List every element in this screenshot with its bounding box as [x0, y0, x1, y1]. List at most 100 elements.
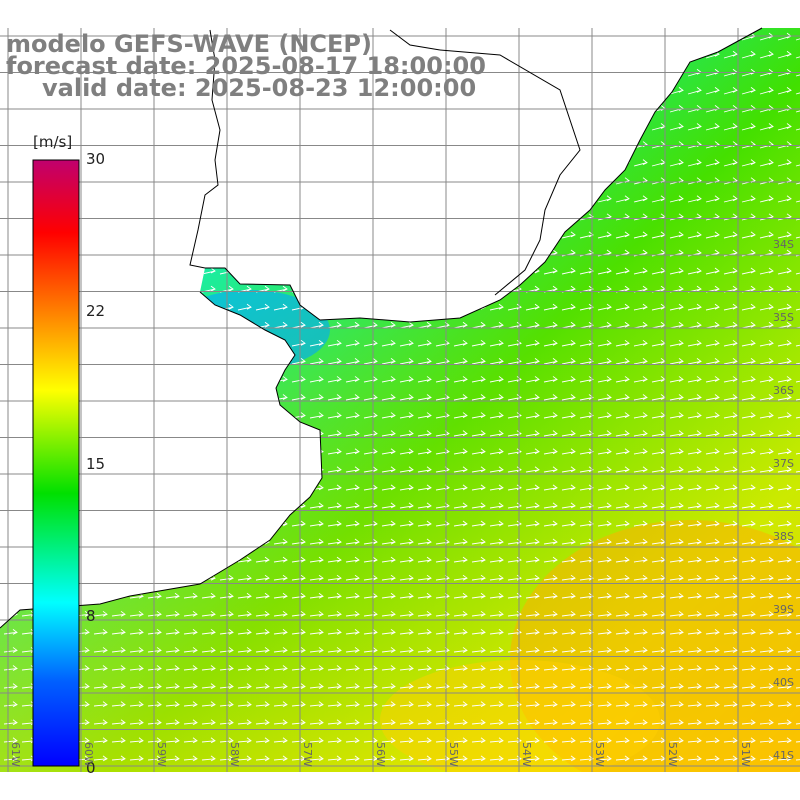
wind-arrow — [345, 629, 360, 635]
lat-label: 34S — [773, 238, 794, 251]
wind-arrow — [759, 466, 774, 473]
wind-arrow — [345, 303, 360, 311]
wind-arrow — [705, 123, 720, 131]
wind-arrow — [705, 484, 720, 491]
wind-arrow — [183, 376, 198, 383]
wind-arrow — [201, 629, 216, 635]
wind-arrow — [489, 159, 504, 167]
wind-arrow — [723, 574, 738, 581]
wind-arrow — [417, 629, 432, 635]
wind-arrow — [615, 556, 630, 563]
wind-arrow — [93, 195, 108, 203]
wind-arrow — [543, 267, 558, 275]
wind-arrow — [669, 683, 684, 689]
wind-arrow — [687, 556, 702, 563]
wind-arrow — [579, 159, 594, 167]
wind-arrow — [255, 358, 270, 365]
wind-arrow — [579, 32, 594, 41]
wind-arrow — [543, 466, 558, 473]
wind-arrow — [525, 358, 540, 365]
wind-arrow — [129, 520, 144, 527]
wind-arrow — [183, 303, 198, 311]
wind-arrow — [201, 665, 216, 671]
wind-arrow — [759, 430, 774, 437]
wind-arrow — [309, 665, 324, 671]
wind-arrow — [759, 719, 774, 726]
wind-arrow — [759, 629, 774, 635]
wind-arrow — [309, 574, 324, 581]
wind-arrow — [795, 484, 800, 491]
wind-arrow — [3, 556, 18, 563]
forecast-date: forecast date: 2025-08-17 18:00:00 — [6, 52, 486, 80]
wind-arrow — [579, 520, 594, 527]
wind-arrow — [93, 321, 108, 329]
wind-arrow — [633, 32, 648, 41]
wind-arrow — [597, 32, 612, 41]
wind-arrow — [165, 177, 180, 185]
wind-arrow — [471, 719, 486, 726]
wind-arrow — [777, 484, 792, 491]
lat-lon-grid — [0, 28, 800, 772]
wind-arrow — [453, 376, 468, 383]
wind-arrow — [795, 231, 800, 239]
wind-arrow — [201, 502, 216, 509]
wind-arrow — [183, 448, 198, 455]
lon-label: 58W — [228, 742, 241, 767]
wind-arrow — [759, 665, 774, 671]
wind-arrow — [741, 159, 756, 167]
wind-arrow — [417, 520, 432, 527]
wind-arrow — [273, 484, 288, 491]
wind-arrow — [489, 647, 504, 653]
wind-arrow — [273, 412, 288, 419]
wind-arrow — [723, 610, 738, 617]
wind-arrow — [795, 701, 800, 708]
wind-arrow — [3, 231, 18, 239]
wind-arrow — [237, 394, 252, 401]
wind-arrow — [399, 358, 414, 365]
wind-arrow — [525, 430, 540, 437]
wind-arrow — [129, 394, 144, 401]
wind-arrow — [633, 339, 648, 347]
wind-arrow — [309, 502, 324, 509]
wind-arrow — [579, 719, 594, 726]
wind-arrow — [363, 665, 378, 671]
wind-arrow — [795, 466, 800, 473]
wind-arrow — [597, 683, 612, 689]
wind-arrow — [777, 339, 792, 347]
wind-arrow — [543, 430, 558, 437]
wind-arrow — [489, 358, 504, 365]
wind-arrow — [741, 610, 756, 617]
wind-arrow — [291, 556, 306, 563]
wind-arrow — [183, 610, 198, 617]
wind-arrow — [723, 719, 738, 726]
wind-arrow — [111, 123, 126, 131]
wind-arrow — [165, 556, 180, 563]
wind-arrow — [525, 737, 540, 744]
wind-arrow — [597, 123, 612, 131]
wind-arrow — [543, 701, 558, 708]
wind-arrow — [111, 267, 126, 275]
wind-arrow — [417, 484, 432, 491]
wind-arrow — [561, 683, 576, 689]
wind-arrow — [291, 466, 306, 473]
wind-arrow — [291, 683, 306, 689]
wind-arrow — [327, 394, 342, 401]
wind-arrow — [471, 538, 486, 545]
wind-arrow — [579, 610, 594, 617]
wind-arrow — [183, 701, 198, 708]
wind-arrow — [93, 737, 108, 744]
wind-arrow — [471, 610, 486, 617]
wind-arrow — [381, 737, 396, 744]
wind-arrow — [741, 267, 756, 275]
wind-arrow — [399, 213, 414, 221]
wind-arrow — [579, 737, 594, 744]
wind-arrow — [471, 574, 486, 581]
wind-arrow — [417, 412, 432, 419]
lat-label: 39S — [773, 603, 794, 616]
wind-arrow — [309, 394, 324, 401]
wind-arrow — [471, 430, 486, 437]
wind-arrow — [489, 430, 504, 437]
wind-arrow — [489, 141, 504, 149]
wind-arrow — [723, 303, 738, 311]
wind-arrow — [669, 719, 684, 726]
